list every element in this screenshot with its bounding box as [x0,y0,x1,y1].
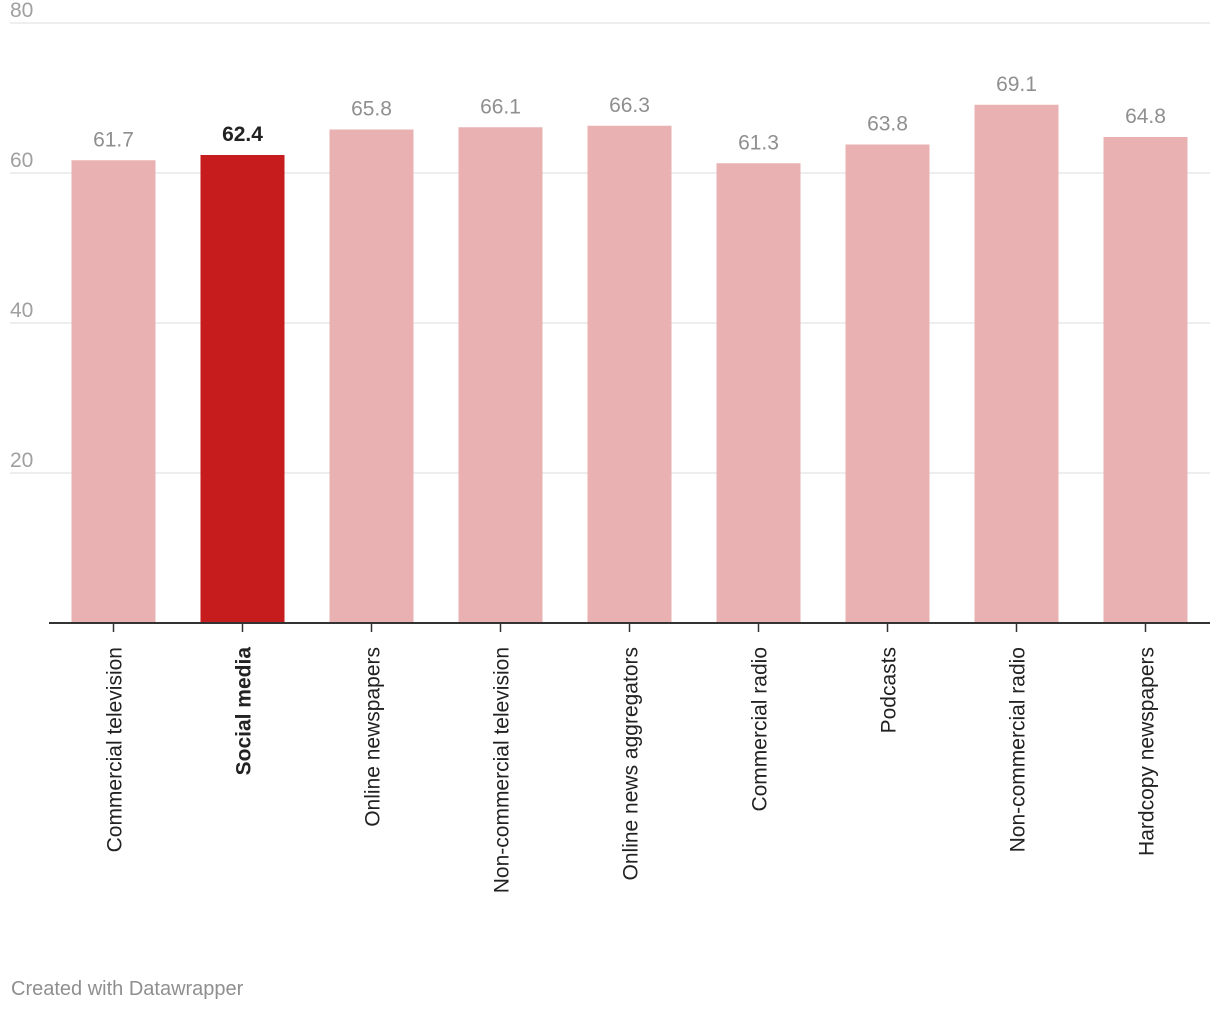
category-label: Commercial television [104,647,127,852]
category-label: Non-commercial radio [1007,647,1030,852]
y-tick-label: 20 [10,449,33,472]
value-label: 65.8 [351,98,392,121]
y-axis-ticks: 20 40 60 80 [10,0,33,472]
value-labels: 61.7 62.4 65.8 66.1 66.3 61.3 63.8 69.1 64.8 [93,73,1166,155]
bar [200,155,285,623]
value-label: 62.4 [222,123,263,146]
value-label: 64.8 [1125,105,1166,128]
category-label: Podcasts [878,647,901,733]
category-label: Social media [233,647,256,776]
category-label: Non-commercial television [491,647,514,893]
bar [458,127,543,623]
bar [716,163,801,623]
bar [329,129,414,623]
category-labels: Commercial television Social media Online … [104,647,1159,894]
x-axis [49,622,1210,632]
value-label: 66.1 [480,95,521,118]
category-label: Online newspapers [362,647,385,827]
value-label: 61.7 [93,128,134,151]
bar [71,160,156,623]
category-label: Hardcopy newspapers [1136,647,1159,856]
category-label: Commercial radio [749,647,772,812]
credit-footer: Created with Datawrapper [11,978,244,1000]
y-tick-label: 80 [10,0,33,22]
bar [1103,137,1188,623]
category-label: Online news aggregators [620,647,643,880]
bar [974,104,1059,623]
bars [71,104,1188,623]
value-label: 61.3 [738,131,779,154]
y-tick-label: 40 [10,299,33,322]
value-label: 63.8 [867,113,908,136]
bar [845,144,930,623]
value-label: 69.1 [996,73,1037,96]
y-tick-label: 60 [10,149,33,172]
bar [587,125,672,623]
value-label: 66.3 [609,94,650,117]
